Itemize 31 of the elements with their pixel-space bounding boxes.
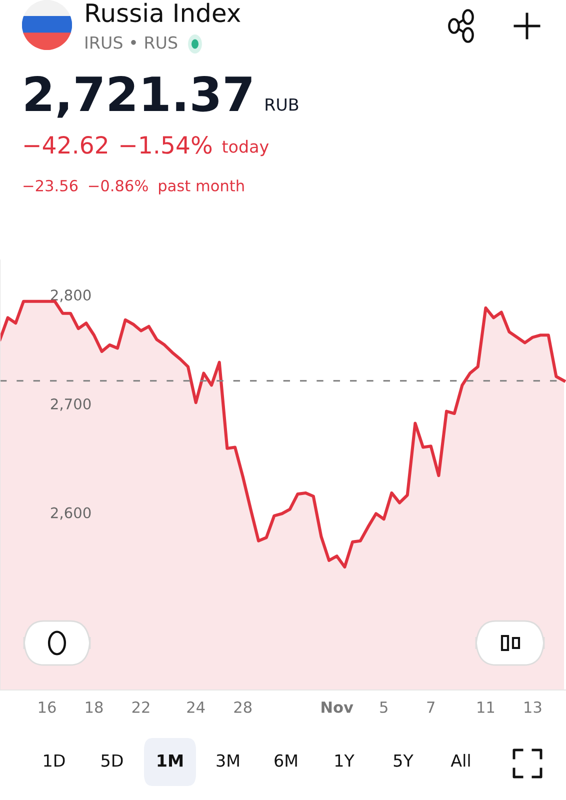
text: −0.86% — [88, 180, 148, 192]
x-tick-label: 18 — [86, 701, 103, 713]
x-tick-label: 22 — [132, 701, 150, 713]
text: −23.56 — [24, 180, 78, 192]
text: 5D — [102, 754, 123, 767]
chart-subtitle: IRUS • RUS — [86, 36, 178, 49]
text: −42.62 — [24, 136, 108, 154]
x-tick-label: 13 — [524, 701, 542, 713]
text: 2,721.37 — [26, 76, 252, 118]
text: 5Y — [394, 754, 414, 767]
y-tick-label: 2,600 — [50, 507, 91, 520]
x-tick-label: 16 — [38, 701, 56, 713]
x-tick-label: 5 — [380, 702, 388, 713]
text: 6M — [274, 754, 297, 767]
x-tick-label: 24 — [187, 701, 205, 713]
text: 1D — [44, 754, 65, 767]
text: today — [222, 140, 269, 156]
text: 1M — [158, 754, 183, 767]
text: past month — [159, 180, 244, 194]
text: RUB — [266, 98, 298, 111]
x-tick-label: 11 — [478, 702, 494, 713]
chart-title: Russia Index — [86, 2, 240, 22]
y-tick-label: 2,700 — [50, 398, 91, 411]
text: All — [450, 754, 470, 767]
x-tick-label: Nov — [322, 702, 354, 713]
text: −1.54% — [120, 136, 212, 154]
text: 3M — [216, 754, 239, 767]
y-tick-label: 2,800 — [50, 290, 91, 302]
text: 1Y — [335, 754, 354, 767]
x-tick-label: 7 — [427, 702, 434, 713]
x-tick-label: 28 — [234, 701, 252, 713]
